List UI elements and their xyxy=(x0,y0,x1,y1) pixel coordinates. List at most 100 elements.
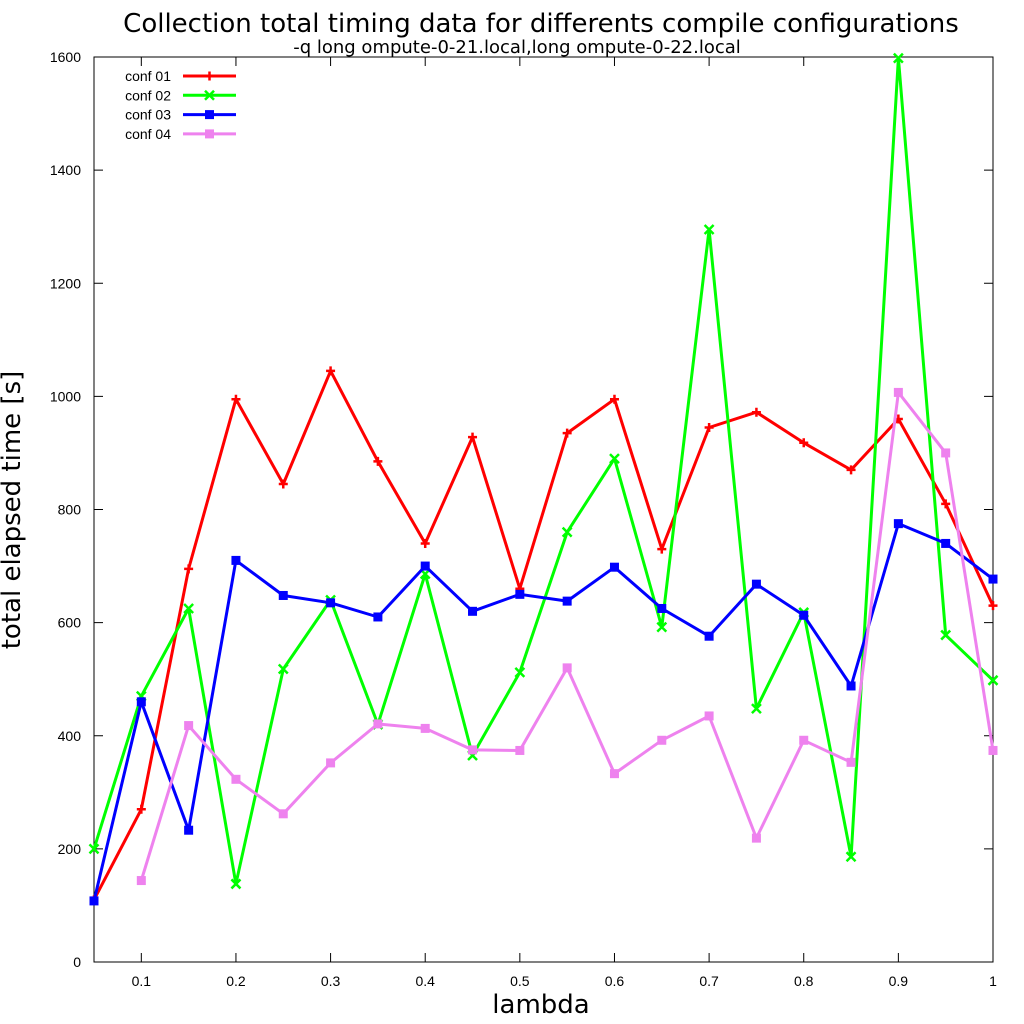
data-point xyxy=(230,878,242,890)
legend-marker xyxy=(205,71,214,81)
data-point xyxy=(892,52,904,64)
data-point xyxy=(562,663,572,673)
y-tick-label: 800 xyxy=(58,502,82,518)
data-point xyxy=(987,674,999,686)
x-tick-label: 0.7 xyxy=(699,973,719,989)
y-tick-label: 200 xyxy=(58,841,82,857)
data-point xyxy=(420,561,430,571)
data-point xyxy=(941,448,951,458)
data-point xyxy=(941,538,951,548)
series-line xyxy=(92,522,994,902)
series-04 xyxy=(136,387,998,886)
data-point xyxy=(183,603,195,614)
data-point xyxy=(751,833,761,843)
y-tick-label: 1600 xyxy=(50,49,81,65)
data-point xyxy=(278,479,288,489)
data-point xyxy=(657,544,667,554)
x-tick-label: 0.2 xyxy=(226,973,246,989)
data-point xyxy=(657,603,667,613)
chart-title: Collection total timing data for differe… xyxy=(123,9,959,39)
data-point xyxy=(704,422,714,432)
legend-label: conf 02 xyxy=(125,87,171,103)
axes: 0 200 400 600 800 1000 1200 1400 1600 0.1 0.2 0.3 0.… xyxy=(50,49,997,989)
data-point xyxy=(609,769,619,779)
data-point xyxy=(277,663,289,675)
legend-marker xyxy=(205,129,214,139)
data-point xyxy=(988,601,998,611)
y-tick-label: 1000 xyxy=(50,388,81,404)
series-line xyxy=(92,56,995,886)
series-01 xyxy=(89,366,998,905)
data-point xyxy=(751,407,761,417)
data-point xyxy=(656,621,668,633)
data-point xyxy=(184,825,194,835)
x-tick-label: 0.4 xyxy=(415,973,435,989)
data-point xyxy=(846,465,856,475)
data-point xyxy=(514,667,526,678)
legend-marker xyxy=(204,89,215,101)
data-point xyxy=(609,453,620,464)
chart-subtitle: -q long ompute-0-21.local,long ompute-0-… xyxy=(293,37,741,58)
data-point xyxy=(562,428,572,438)
data-point xyxy=(893,387,903,397)
data-point xyxy=(136,876,146,886)
x-tick-label: 0.6 xyxy=(605,973,625,989)
data-point xyxy=(515,589,525,599)
data-point xyxy=(515,745,525,755)
x-axis-label: lambda xyxy=(492,990,589,1020)
x-tick-label: 0.1 xyxy=(132,973,152,989)
data-point xyxy=(373,456,383,466)
data-point xyxy=(326,598,336,608)
y-tick-label: 1400 xyxy=(50,162,81,178)
data-point xyxy=(893,519,903,529)
y-tick-label: 400 xyxy=(58,728,82,744)
data-point xyxy=(657,735,667,745)
legend: conf 01 conf 02 conf 03 conf 04 xyxy=(125,68,236,142)
data-point xyxy=(184,721,194,731)
x-tick-label: 0.5 xyxy=(510,973,530,989)
data-point xyxy=(941,499,951,509)
data-point xyxy=(136,804,146,814)
data-point xyxy=(373,612,383,622)
x-tick-label: 0.3 xyxy=(321,973,341,989)
series-02 xyxy=(88,52,999,890)
legend-marker xyxy=(205,110,214,120)
data-point xyxy=(89,896,99,906)
series-line xyxy=(92,369,995,901)
data-point xyxy=(373,719,383,729)
data-point xyxy=(231,774,241,784)
legend-label: conf 04 xyxy=(125,126,171,142)
y-tick-label: 1200 xyxy=(50,275,81,291)
data-point xyxy=(184,564,194,574)
data-point xyxy=(326,366,336,376)
data-point xyxy=(468,745,478,755)
data-point xyxy=(704,631,714,641)
data-point xyxy=(609,394,619,404)
y-tick-label: 600 xyxy=(58,615,82,631)
x-tick-label: 1 xyxy=(989,973,997,989)
data-point xyxy=(88,843,100,855)
data-point xyxy=(940,629,952,641)
data-point xyxy=(562,596,572,606)
legend-label: conf 03 xyxy=(125,107,171,123)
data-point xyxy=(799,610,809,620)
x-tick-label: 0.8 xyxy=(794,973,814,989)
data-point xyxy=(988,574,998,584)
x-tick-label: 0.9 xyxy=(889,973,909,989)
data-point xyxy=(278,590,288,600)
series-group xyxy=(88,52,999,906)
data-point xyxy=(799,438,809,448)
data-point xyxy=(988,745,998,755)
data-point xyxy=(799,735,809,745)
series-03 xyxy=(89,519,998,906)
data-point xyxy=(561,526,573,538)
data-point xyxy=(846,757,856,767)
legend-label: conf 01 xyxy=(125,68,171,84)
data-point xyxy=(609,562,619,572)
data-point xyxy=(845,851,857,863)
data-point xyxy=(846,681,856,691)
data-point xyxy=(420,538,430,548)
data-point xyxy=(231,394,241,404)
data-point xyxy=(468,606,478,616)
